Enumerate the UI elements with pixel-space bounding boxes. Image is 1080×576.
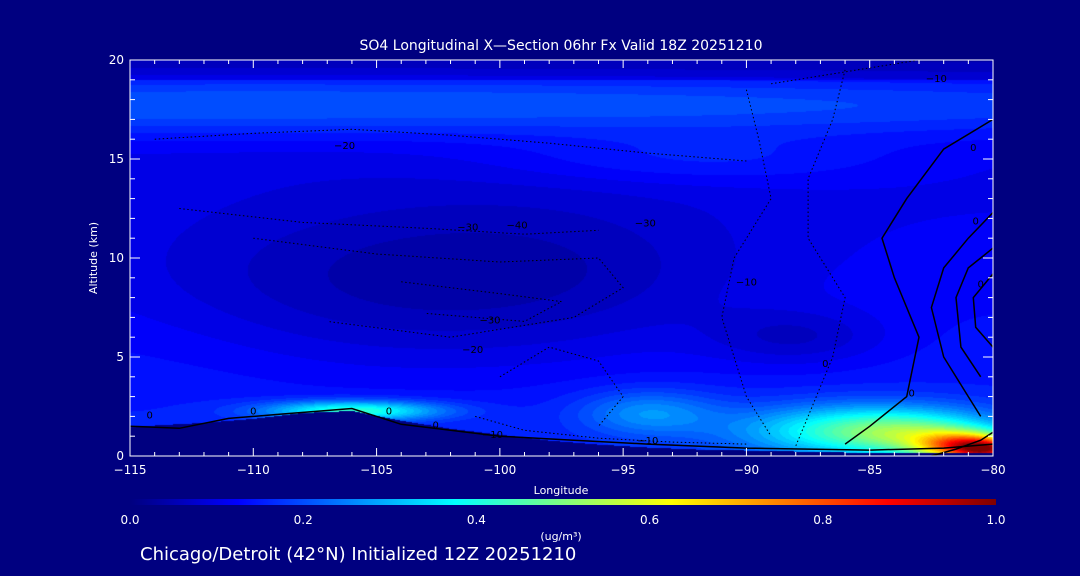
contour-label: −30: [457, 222, 478, 233]
contour-label: −30: [635, 218, 656, 229]
contour-line-dotted: [253, 237, 624, 338]
colorbar: 0.0 0.2 0.4 0.6 0.8 1.0 (ug/m³): [120, 499, 1006, 543]
contour-line-solid: [844, 118, 993, 445]
contour-label: −20: [334, 141, 355, 152]
colorbar-tick-label: 0.6: [640, 513, 659, 527]
contour-label: 0: [147, 410, 153, 421]
contour-label: 0: [973, 216, 979, 227]
contour-line-dotted: [771, 60, 920, 85]
colorbar-tick-label: 1.0: [986, 513, 1005, 527]
y-axis: 0 5 10 15 20: [109, 53, 993, 463]
contour-line-dotted: [475, 415, 747, 445]
contour-line-dotted: [499, 346, 624, 427]
x-tick-label: −80: [980, 463, 1005, 477]
contour-label: −30: [479, 315, 500, 326]
x-tick-label: −105: [360, 463, 393, 477]
contour-label-layer: −20 −10 0 −30 −40 −30 −30 −20 −10 −10 −10 0 0 0 0 0 0 0 0: [147, 74, 984, 447]
contour-label: −20: [462, 345, 483, 356]
contour-label: −40: [507, 220, 528, 231]
contour-line-dotted: [721, 89, 772, 437]
colorbar-tick-label: 0.0: [120, 513, 139, 527]
contour-label: 0: [908, 389, 914, 400]
y-tick-label: 20: [109, 53, 124, 67]
x-tick-label: −85: [857, 463, 882, 477]
contour-label: −10: [637, 436, 658, 447]
contour-line-solid: [130, 407, 993, 451]
x-tick-label: −110: [237, 463, 270, 477]
contour-line-dotted: [401, 281, 564, 322]
x-axis-label: Longitude: [534, 484, 589, 497]
x-tick-label: −95: [610, 463, 635, 477]
x-axis: −115 −110 −105 −100 −95 −90 −85 −80: [114, 60, 1006, 477]
contour-label: 0: [250, 406, 256, 417]
x-tick-label: −115: [114, 463, 147, 477]
contour-label: 0: [386, 406, 392, 417]
y-tick-label: 5: [116, 350, 124, 364]
y-tick-label: 10: [109, 251, 124, 265]
plot-area: −20 −10 0 −30 −40 −30 −30 −20 −10 −10 −10 0 0 0 0 0 0 0 0: [130, 60, 993, 456]
chart-title: SO4 Longitudinal X—Section 06hr Fx Valid…: [360, 38, 763, 54]
contour-line-solid: [955, 247, 993, 378]
contour-label: 0: [433, 420, 439, 431]
contour-label: 0: [970, 143, 976, 154]
y-axis-label: Altitude (km): [87, 222, 100, 294]
contour-label: −10: [482, 430, 503, 441]
colorbar-ramp: [130, 499, 996, 505]
contour-label: −10: [926, 74, 947, 85]
contour-label: 0: [822, 359, 828, 370]
y-tick-label: 15: [109, 152, 124, 166]
x-tick-label: −100: [483, 463, 516, 477]
x-tick-label: −90: [734, 463, 759, 477]
colorbar-ticks: 0.0 0.2 0.4 0.6 0.8 1.0: [120, 513, 1005, 527]
figure-caption: Chicago/Detroit (42°N) Initialized 12Z 2…: [140, 544, 576, 565]
contour-line-dotted: [154, 128, 747, 162]
y-tick-label: 0: [116, 449, 124, 463]
colorbar-unit-label: (ug/m³): [540, 530, 581, 543]
colorbar-tick-label: 0.4: [467, 513, 486, 527]
colorbar-tick-label: 0.8: [813, 513, 832, 527]
contour-label: −10: [736, 278, 757, 289]
contour-layer: [130, 60, 993, 456]
colorbar-tick-label: 0.2: [294, 513, 313, 527]
contour-label: 0: [977, 280, 983, 291]
contour-line-solid: [972, 273, 993, 348]
contour-line-solid: [930, 211, 993, 417]
concentration-field: [130, 60, 993, 456]
